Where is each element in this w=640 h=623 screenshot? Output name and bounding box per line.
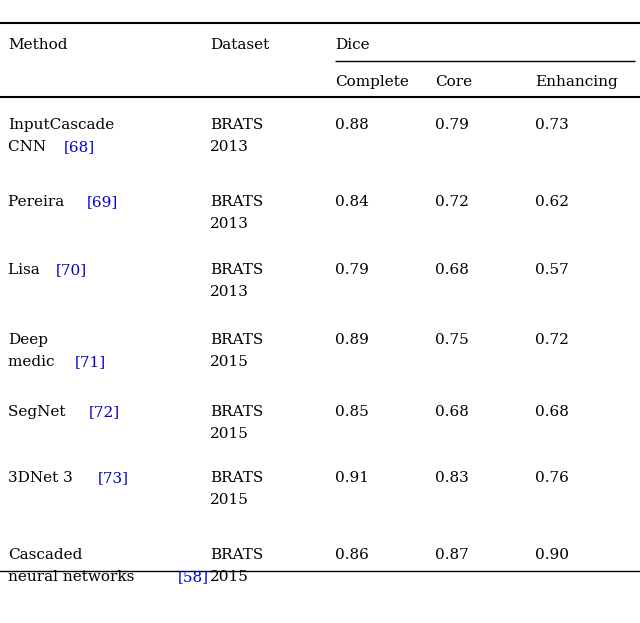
Text: InputCascade: InputCascade bbox=[8, 118, 115, 132]
Text: 0.91: 0.91 bbox=[335, 471, 369, 485]
Text: [70]: [70] bbox=[55, 263, 86, 277]
Text: 0.62: 0.62 bbox=[535, 195, 569, 209]
Text: Deep: Deep bbox=[8, 333, 48, 347]
Text: 0.79: 0.79 bbox=[335, 263, 369, 277]
Text: 0.73: 0.73 bbox=[535, 118, 569, 132]
Text: Dice: Dice bbox=[335, 38, 370, 52]
Text: [69]: [69] bbox=[87, 195, 118, 209]
Text: Core: Core bbox=[435, 75, 472, 89]
Text: 0.68: 0.68 bbox=[535, 405, 569, 419]
Text: 0.88: 0.88 bbox=[335, 118, 369, 132]
Text: 0.57: 0.57 bbox=[535, 263, 569, 277]
Text: 0.87: 0.87 bbox=[435, 548, 468, 562]
Text: 0.68: 0.68 bbox=[435, 405, 469, 419]
Text: Complete: Complete bbox=[335, 75, 409, 89]
Text: CNN: CNN bbox=[8, 140, 51, 154]
Text: Cascaded: Cascaded bbox=[8, 548, 83, 562]
Text: 0.84: 0.84 bbox=[335, 195, 369, 209]
Text: Method: Method bbox=[8, 38, 67, 52]
Text: BRATS: BRATS bbox=[210, 471, 263, 485]
Text: [68]: [68] bbox=[63, 140, 95, 154]
Text: BRATS: BRATS bbox=[210, 195, 263, 209]
Text: 0.72: 0.72 bbox=[535, 333, 569, 347]
Text: 0.75: 0.75 bbox=[435, 333, 468, 347]
Text: 2013: 2013 bbox=[210, 140, 249, 154]
Text: [73]: [73] bbox=[98, 471, 129, 485]
Text: 2013: 2013 bbox=[210, 285, 249, 299]
Text: 0.72: 0.72 bbox=[435, 195, 469, 209]
Text: 0.90: 0.90 bbox=[535, 548, 569, 562]
Text: 2015: 2015 bbox=[210, 493, 249, 507]
Text: 2015: 2015 bbox=[210, 427, 249, 441]
Text: BRATS: BRATS bbox=[210, 263, 263, 277]
Text: BRATS: BRATS bbox=[210, 118, 263, 132]
Text: [71]: [71] bbox=[74, 355, 106, 369]
Text: 0.83: 0.83 bbox=[435, 471, 468, 485]
Text: 0.85: 0.85 bbox=[335, 405, 369, 419]
Text: 2015: 2015 bbox=[210, 570, 249, 584]
Text: BRATS: BRATS bbox=[210, 405, 263, 419]
Text: Lisa: Lisa bbox=[8, 263, 45, 277]
Text: neural networks: neural networks bbox=[8, 570, 140, 584]
Text: Dataset: Dataset bbox=[210, 38, 269, 52]
Text: 2013: 2013 bbox=[210, 217, 249, 231]
Text: [58]: [58] bbox=[177, 570, 209, 584]
Text: medic: medic bbox=[8, 355, 60, 369]
Text: 0.79: 0.79 bbox=[435, 118, 469, 132]
Text: BRATS: BRATS bbox=[210, 333, 263, 347]
Text: 0.86: 0.86 bbox=[335, 548, 369, 562]
Text: SegNet: SegNet bbox=[8, 405, 70, 419]
Text: 2015: 2015 bbox=[210, 355, 249, 369]
Text: [72]: [72] bbox=[88, 405, 120, 419]
Text: 0.76: 0.76 bbox=[535, 471, 569, 485]
Text: 0.68: 0.68 bbox=[435, 263, 469, 277]
Text: 3DNet 3: 3DNet 3 bbox=[8, 471, 77, 485]
Text: BRATS: BRATS bbox=[210, 548, 263, 562]
Text: Enhancing: Enhancing bbox=[535, 75, 618, 89]
Text: 0.89: 0.89 bbox=[335, 333, 369, 347]
Text: Pereira: Pereira bbox=[8, 195, 69, 209]
